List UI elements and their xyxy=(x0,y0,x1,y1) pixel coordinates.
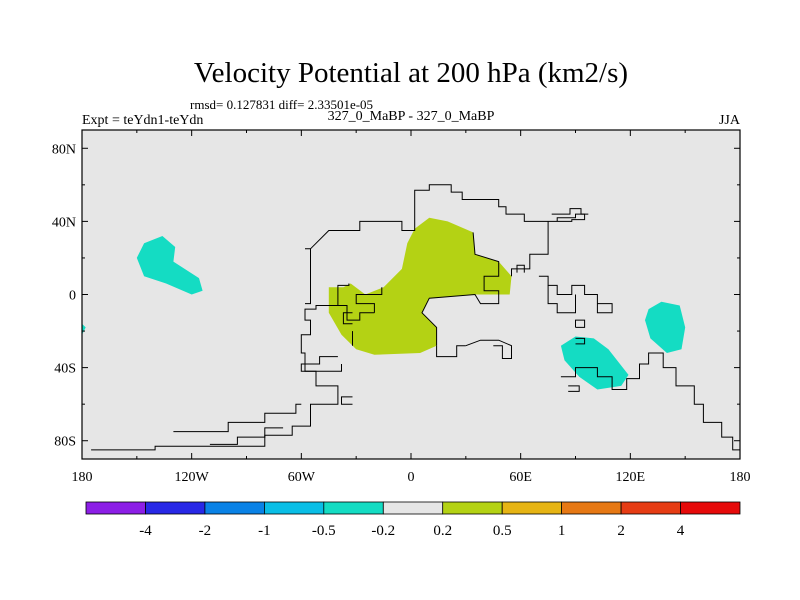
case-label: 327_0_MaBP - 327_0_MaBP xyxy=(328,109,495,124)
x-tick-label: 60W xyxy=(288,470,316,485)
coastline-segment-12 xyxy=(436,345,466,358)
x-tick-label: 180 xyxy=(730,470,751,485)
colorbar-label: 2 xyxy=(617,523,625,539)
x-tick-label: 60E xyxy=(509,470,532,485)
anomaly-region-positive-anomaly-eurasia-africa xyxy=(328,217,512,355)
colorbar-label: 0.2 xyxy=(433,523,452,539)
coastline-segment-17 xyxy=(560,352,740,451)
x-tick-label: 180 xyxy=(72,470,93,485)
coastline-segment-0 xyxy=(91,305,375,451)
colorbar-label: 4 xyxy=(677,523,685,539)
coastline-segment-20 xyxy=(551,208,589,215)
x-tick-label: 120W xyxy=(175,470,210,485)
anomaly-region-negative-anomaly-indian-ocean xyxy=(560,336,629,390)
experiment-label: Expt = teYdn1-teYdn xyxy=(82,113,203,128)
colorbar-swatch xyxy=(204,501,265,515)
colorbar-swatch xyxy=(561,501,622,515)
colorbar-label: -0.2 xyxy=(371,523,395,539)
map-area: 180 120W 60W 0 60E 120E 180 80N 40N 0 40S 80S xyxy=(52,129,751,485)
anomaly-region-negative-anomaly-north-pacific xyxy=(136,236,203,295)
anomaly-region-negative-anomaly-dateline xyxy=(82,323,86,335)
coastline-segment-9 xyxy=(305,248,311,305)
colorbar-label: -2 xyxy=(199,523,212,539)
colorbar-swatch xyxy=(442,501,503,515)
coastline-segment-14 xyxy=(516,264,525,273)
colorbar-swatch xyxy=(680,501,741,515)
y-axis-ticks: 80N 40N 0 40S 80S xyxy=(52,142,740,450)
anomaly-region-negative-anomaly-west-pacific xyxy=(645,301,686,353)
colorbar-label: -0.5 xyxy=(312,523,336,539)
coastline-segment-19 xyxy=(575,337,586,345)
y-tick-label: 40S xyxy=(54,362,76,377)
colorbar-swatch xyxy=(620,501,681,515)
x-axis-ticks: 180 120W 60W 0 60E 120E 180 xyxy=(72,130,751,485)
season-label: JJA xyxy=(719,113,741,128)
y-tick-label: 80N xyxy=(52,142,76,157)
colorbar-label: 0.5 xyxy=(493,523,512,539)
x-tick-label: 120E xyxy=(616,470,646,485)
coastline-segment-10 xyxy=(310,184,586,277)
x-tick-label: 0 xyxy=(408,470,415,485)
colorbar: -4 -2 -1 -0.5 -0.2 0.2 0.5 1 2 4 xyxy=(85,501,741,539)
coastline-segment-4 xyxy=(337,283,350,306)
chart-title: Velocity Potential at 200 hPa (km2/s) xyxy=(194,57,628,89)
coastline-segment-18 xyxy=(575,319,586,328)
colorbar-swatch xyxy=(85,501,146,515)
colorbar-swatch xyxy=(145,501,206,515)
coastline-segment-3 xyxy=(300,356,342,372)
coastline-segment-6 xyxy=(342,312,353,325)
colorbar-swatch xyxy=(323,501,384,515)
stats-label: rmsd= 0.127831 diff= 2.33501e-05 xyxy=(190,97,373,112)
colorbar-swatch xyxy=(382,501,444,515)
coastlines xyxy=(91,184,740,451)
anomaly-regions xyxy=(82,217,686,390)
coastline-segment-5 xyxy=(355,287,383,313)
colorbar-label: -1 xyxy=(258,523,271,539)
coastline-segment-1 xyxy=(173,403,302,433)
coastline-segment-16 xyxy=(547,285,576,314)
y-tick-label: 40N xyxy=(52,215,76,230)
y-tick-label: 80S xyxy=(54,435,76,450)
coastline-segment-21 xyxy=(568,385,580,392)
coastline-segment-7 xyxy=(341,396,353,405)
coastline-segment-11 xyxy=(421,232,500,346)
colorbar-label: -4 xyxy=(139,523,152,539)
y-tick-label: 0 xyxy=(69,289,76,304)
colorbar-swatch xyxy=(501,501,563,515)
coastline-segment-13 xyxy=(465,339,512,359)
colorbar-label: 1 xyxy=(558,523,566,539)
coastline-segment-2 xyxy=(209,427,284,445)
coastline-segment-15 xyxy=(538,275,613,314)
colorbar-swatch xyxy=(263,501,325,515)
